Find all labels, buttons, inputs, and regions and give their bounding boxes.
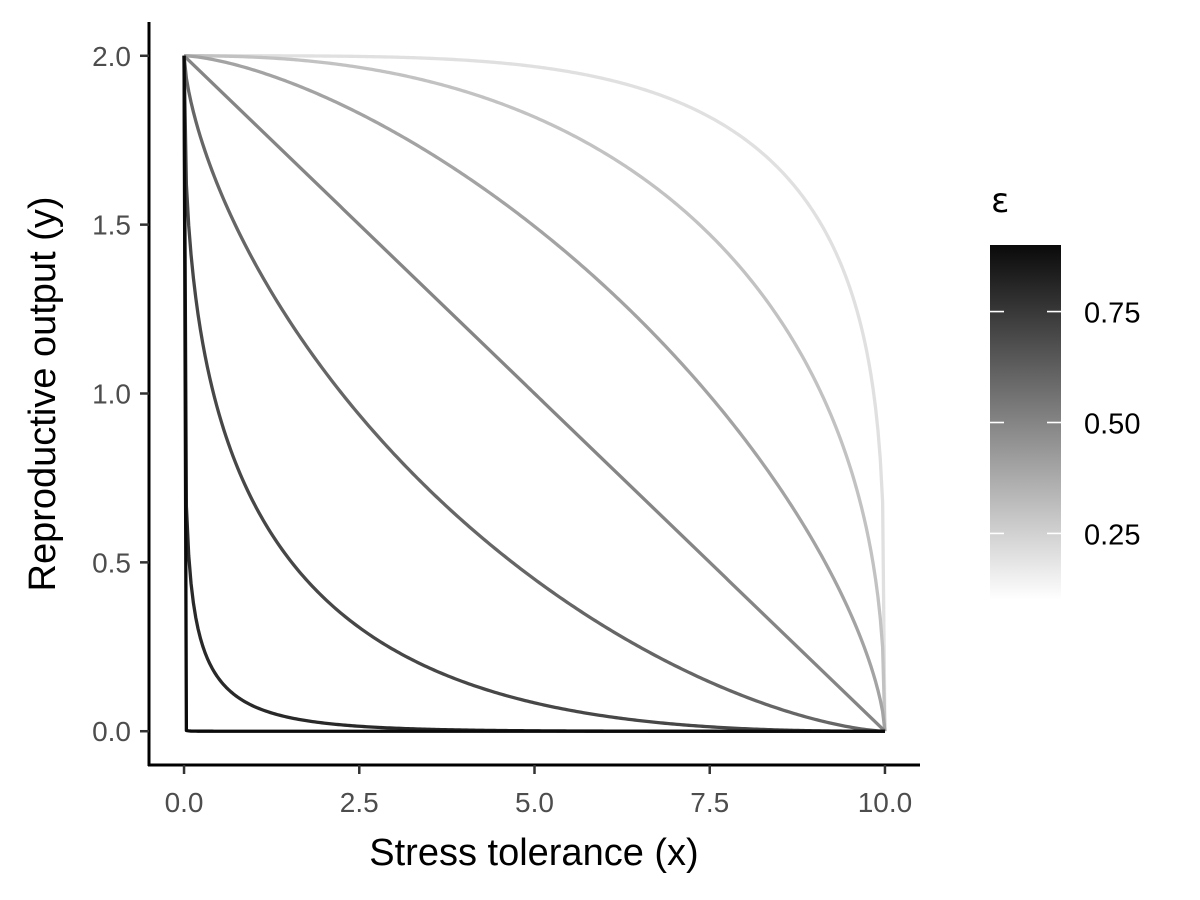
x-tick-label: 5.0 [515,787,554,818]
x-tick-label: 10.0 [858,787,913,818]
y-tick-label: 1.0 [92,379,131,410]
y-axis-ticks: 0.0 0.5 1.0 1.5 2.0 [92,41,149,747]
series-line-9 [182,55,885,733]
series-line-3 [184,54,887,732]
y-tick-label: 0.5 [92,547,131,578]
x-tick-label: 0.0 [165,787,204,818]
colorbar-tick-label: 0.75 [1084,298,1140,330]
y-tick-label: 2.0 [92,41,131,72]
x-tick-label: 2.5 [340,787,379,818]
x-tick-label: 7.5 [690,787,729,818]
legend-title: ε [991,181,1009,221]
series-line-2 [184,54,887,732]
colorbar-tick-label: 0.25 [1084,519,1140,551]
plot-lines [182,54,887,733]
colorbar-ticks: 0.25 0.50 0.75 [990,298,1140,551]
series-line-4 [183,54,887,732]
y-tick-label: 0.0 [92,716,131,747]
y-tick-label: 1.5 [92,210,131,241]
series-line-5 [182,54,887,733]
colorbar-tick-label: 0.50 [1084,409,1140,441]
x-axis-title: Stress tolerance (x) [369,832,698,874]
legend: ε 0.25 0.50 0.75 [990,181,1140,600]
y-axis-title: Reproductive output (y) [22,197,64,592]
series-line-6 [182,55,885,733]
x-axis-ticks: 0.0 2.5 5.0 7.5 10.0 [165,765,913,818]
